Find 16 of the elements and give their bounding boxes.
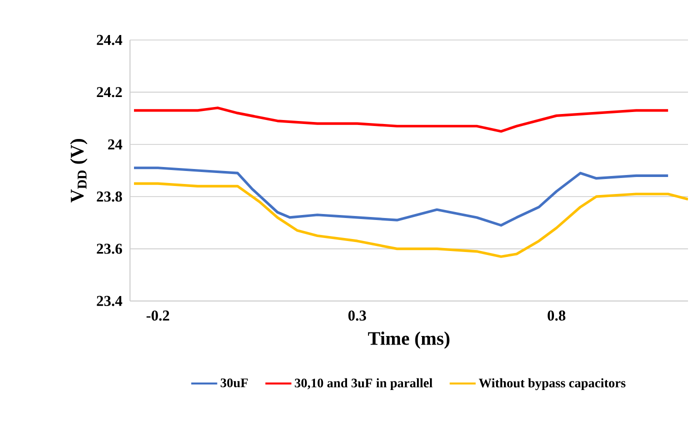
x-tick-label: 0.8 <box>548 310 566 321</box>
x-tick-label: 0.3 <box>348 310 366 321</box>
y-tick-label: 24.4 <box>96 34 122 46</box>
legend-label: 30,10 and 3uF in parallel <box>294 378 432 390</box>
x-tick-label: -0.2 <box>146 310 170 321</box>
y-tick-label: 23.8 <box>96 192 122 202</box>
y-tick-label: 24 <box>108 139 122 150</box>
legend-label: Without bypass capacitors <box>478 378 626 390</box>
y-tick-label: 24.2 <box>96 87 122 98</box>
x-axis-title: Time (ms) <box>368 332 450 349</box>
y-tick-label: 23.4 <box>96 296 122 306</box>
line-series <box>132 166 670 227</box>
line-series <box>132 182 688 258</box>
y-tick-label: 23.6 <box>96 244 122 254</box>
legend-label: 30uF <box>220 378 248 388</box>
y-axis-title: V$_{DD}$ (V) <box>70 139 88 203</box>
